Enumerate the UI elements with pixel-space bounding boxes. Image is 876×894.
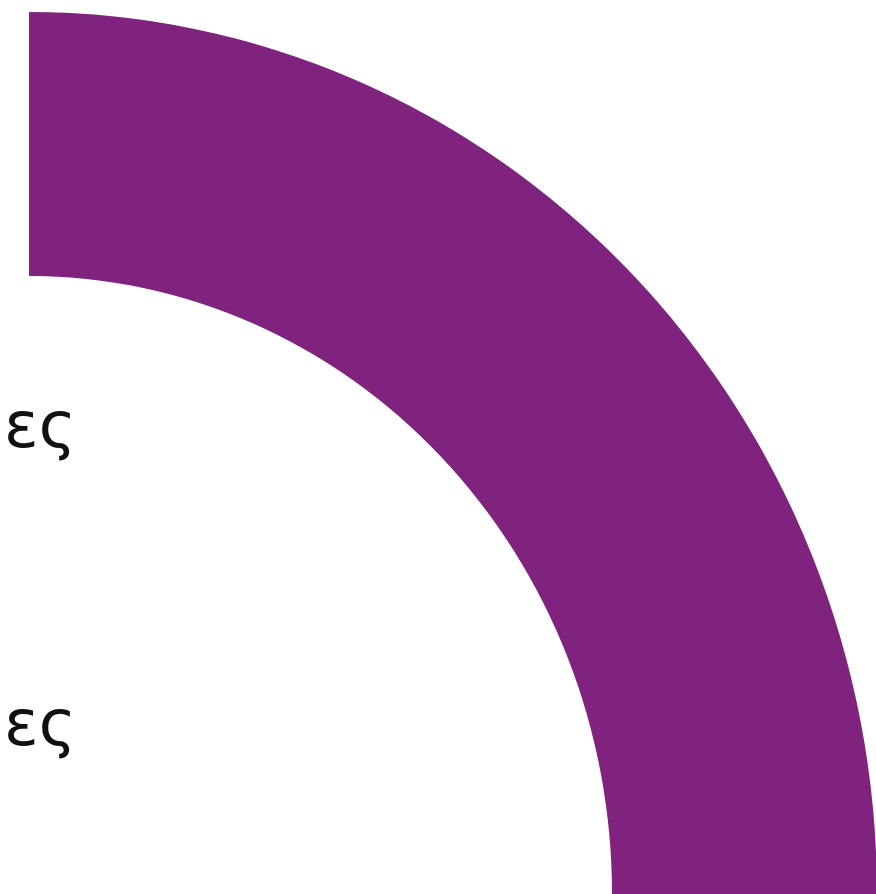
greek-text-lower: ες: [4, 687, 77, 761]
greek-text-upper: ες: [4, 389, 77, 463]
arc-band: [29, 12, 876, 894]
